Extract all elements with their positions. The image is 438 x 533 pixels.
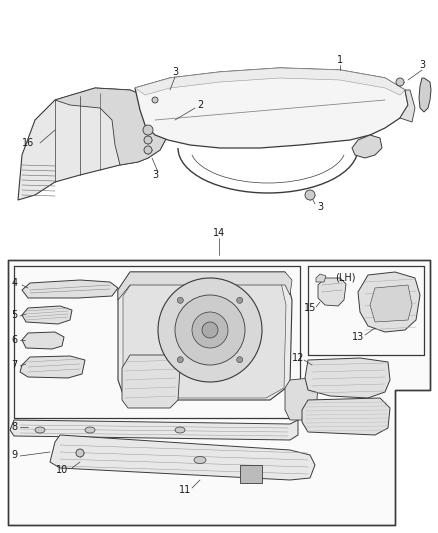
Polygon shape xyxy=(22,332,64,349)
Ellipse shape xyxy=(396,78,404,86)
Polygon shape xyxy=(18,88,168,200)
Text: 9: 9 xyxy=(11,450,17,460)
Polygon shape xyxy=(305,358,390,398)
Circle shape xyxy=(192,312,228,348)
Text: 16: 16 xyxy=(22,138,34,148)
Ellipse shape xyxy=(85,427,95,433)
Text: 7: 7 xyxy=(11,360,17,370)
FancyBboxPatch shape xyxy=(57,108,79,126)
Text: 5: 5 xyxy=(11,310,17,320)
Polygon shape xyxy=(20,356,85,378)
Text: 13: 13 xyxy=(352,332,364,342)
FancyBboxPatch shape xyxy=(240,465,262,483)
Text: 1: 1 xyxy=(337,55,343,65)
Text: (LH): (LH) xyxy=(335,273,356,283)
Circle shape xyxy=(158,278,262,382)
Polygon shape xyxy=(400,90,415,122)
Polygon shape xyxy=(122,355,180,408)
Text: 6: 6 xyxy=(11,335,17,345)
Polygon shape xyxy=(22,280,118,298)
Polygon shape xyxy=(118,272,292,300)
Text: 11: 11 xyxy=(179,485,191,495)
Ellipse shape xyxy=(177,297,183,303)
Ellipse shape xyxy=(305,190,315,200)
Text: 8: 8 xyxy=(11,422,17,432)
Text: 14: 14 xyxy=(213,228,225,238)
Polygon shape xyxy=(55,88,168,165)
Ellipse shape xyxy=(194,456,206,464)
Polygon shape xyxy=(302,398,390,435)
Circle shape xyxy=(175,295,245,365)
Polygon shape xyxy=(370,285,412,322)
Polygon shape xyxy=(135,68,405,95)
Polygon shape xyxy=(135,68,408,148)
Polygon shape xyxy=(285,378,318,420)
Polygon shape xyxy=(118,272,292,400)
Polygon shape xyxy=(352,135,382,158)
Text: 12: 12 xyxy=(292,353,304,363)
Ellipse shape xyxy=(237,357,243,362)
Circle shape xyxy=(202,322,218,338)
Polygon shape xyxy=(419,78,431,112)
Text: 3: 3 xyxy=(152,170,158,180)
Polygon shape xyxy=(358,272,420,332)
Ellipse shape xyxy=(144,146,152,154)
Polygon shape xyxy=(10,420,298,440)
Polygon shape xyxy=(318,278,346,306)
Text: 2: 2 xyxy=(197,100,203,110)
Text: 15: 15 xyxy=(304,303,316,313)
Text: 3: 3 xyxy=(419,60,425,70)
Text: 4: 4 xyxy=(12,278,18,288)
Polygon shape xyxy=(50,435,315,480)
Polygon shape xyxy=(8,260,430,525)
FancyBboxPatch shape xyxy=(57,130,79,146)
FancyBboxPatch shape xyxy=(57,150,79,160)
Text: 3: 3 xyxy=(172,67,178,77)
Text: 3: 3 xyxy=(317,202,323,212)
Ellipse shape xyxy=(175,427,185,433)
Polygon shape xyxy=(123,278,286,398)
Text: 10: 10 xyxy=(56,465,68,475)
Polygon shape xyxy=(22,306,72,324)
Ellipse shape xyxy=(76,449,84,457)
Ellipse shape xyxy=(237,297,243,303)
Ellipse shape xyxy=(35,427,45,433)
Ellipse shape xyxy=(143,125,153,135)
Ellipse shape xyxy=(152,97,158,103)
Polygon shape xyxy=(316,274,326,282)
Ellipse shape xyxy=(144,136,152,144)
Ellipse shape xyxy=(177,357,183,362)
